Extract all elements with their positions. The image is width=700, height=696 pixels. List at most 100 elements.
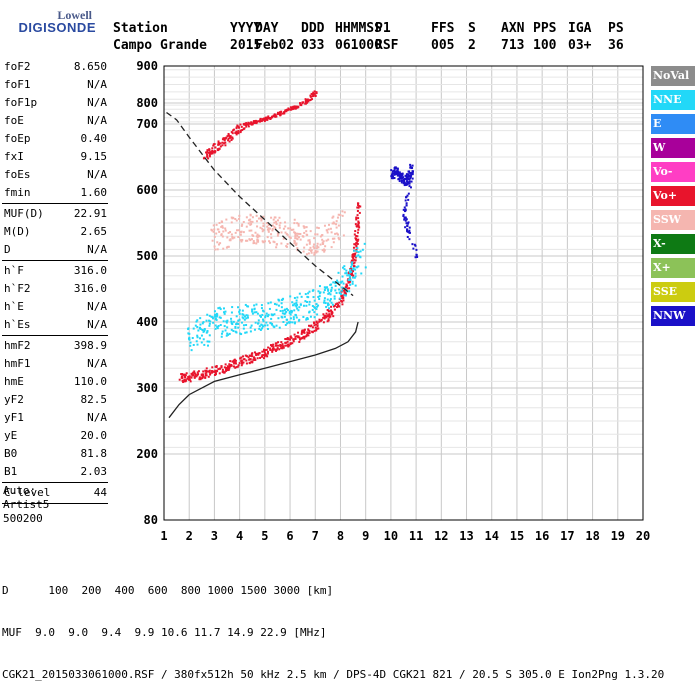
echo-point-nne	[246, 305, 249, 308]
echo-point-vo	[243, 127, 246, 130]
param-name: B1	[4, 465, 18, 478]
echo-point-vo	[356, 209, 359, 212]
echo-point-vo	[193, 370, 196, 373]
echo-point-nne	[270, 317, 273, 320]
echo-point-ssw	[293, 240, 296, 243]
echo-point-nnw	[402, 176, 405, 179]
echo-point-vo	[292, 340, 295, 343]
param-value: 81.8	[80, 447, 108, 460]
echo-point-nne	[226, 332, 229, 335]
echo-point-vo	[218, 367, 221, 370]
echo-point-vo	[274, 114, 277, 117]
echo-point-vo	[274, 342, 277, 345]
echo-point-nne	[354, 284, 357, 287]
echo-point-vo	[227, 368, 230, 371]
x-tick-label: 9	[362, 529, 369, 543]
echo-point-ssw	[309, 230, 312, 233]
echo-point-vo	[217, 148, 220, 151]
echo-point-nne	[237, 323, 240, 326]
echo-point-vo	[228, 140, 231, 143]
echo-point-ssw	[313, 253, 316, 256]
echo-point-ssw	[303, 246, 306, 249]
echo-point-ssw	[218, 230, 221, 233]
param-name: foEs	[4, 168, 31, 181]
echo-point-nne	[298, 306, 301, 309]
echo-point-vo	[221, 141, 224, 144]
echo-point-vo	[351, 256, 354, 259]
echo-point-vo	[205, 371, 208, 374]
param-name: h`Es	[4, 318, 31, 331]
echo-point-nne	[361, 248, 364, 251]
echo-point-nne	[324, 302, 327, 305]
echo-point-vo	[239, 129, 242, 132]
echo-point-vo	[281, 343, 284, 346]
echo-point-nne	[206, 344, 209, 347]
echo-point-nne	[292, 318, 295, 321]
echo-point-vo	[209, 373, 212, 376]
echo-point-ssw	[308, 239, 311, 242]
logo-line2: DIGISONDE	[18, 20, 96, 35]
echo-point-nne	[354, 275, 357, 278]
echo-point-nne	[245, 331, 248, 334]
echo-point-nne	[313, 306, 316, 309]
echo-point-ssw	[302, 250, 305, 253]
echo-point-vo	[349, 280, 352, 283]
echo-point-nnw	[404, 199, 407, 202]
echo-point-nne	[260, 327, 263, 330]
echo-point-ssw	[285, 245, 288, 248]
echo-point-ssw	[259, 226, 262, 229]
echo-point-ssw	[324, 245, 327, 248]
echo-point-ssw	[273, 241, 276, 244]
echo-point-nne	[208, 340, 211, 343]
echo-point-nnw	[402, 213, 405, 216]
digisonde-logo: Lowell DIGISONDE	[6, 8, 106, 38]
echo-point-nne	[220, 332, 223, 335]
echo-point-ssw	[337, 224, 340, 227]
echo-point-ssw	[242, 221, 245, 224]
echo-point-ssw	[303, 226, 306, 229]
echo-point-vo	[338, 301, 341, 304]
header-row1-cell: DAY	[255, 21, 279, 36]
echo-point-vo	[257, 120, 260, 123]
echo-point-nnw	[405, 204, 408, 207]
echo-point-vo	[276, 113, 279, 116]
echo-point-nne	[349, 283, 352, 286]
echo-point-vo	[214, 369, 217, 372]
echo-point-nne	[242, 327, 245, 330]
echo-point-vo	[323, 314, 326, 317]
echo-point-vo	[182, 380, 185, 383]
x-tick-label: 2	[186, 529, 193, 543]
echo-point-vo	[227, 139, 230, 142]
echo-point-vo	[309, 325, 312, 328]
echo-point-nnw	[405, 195, 408, 198]
echo-point-ssw	[260, 217, 263, 220]
echo-point-vo	[208, 152, 211, 155]
echo-point-vo	[211, 152, 214, 155]
echo-point-vo	[305, 99, 308, 102]
echo-point-vo	[242, 361, 245, 364]
echo-point-ssw	[269, 241, 272, 244]
echo-point-ssw	[282, 237, 285, 240]
echo-point-ssw	[321, 241, 324, 244]
legend-item: W	[651, 138, 695, 158]
echo-point-vo	[245, 125, 248, 128]
echo-point-vo	[226, 135, 229, 138]
param-name: C-level	[4, 486, 51, 499]
echo-point-vo	[330, 313, 333, 316]
echo-point-nne	[223, 311, 226, 314]
echo-point-nne	[260, 323, 263, 326]
echo-point-vo	[264, 352, 267, 355]
echo-point-vo	[276, 111, 279, 114]
echo-point-ssw	[306, 234, 309, 237]
echo-point-ssw	[249, 213, 252, 216]
echo-point-nne	[352, 267, 355, 270]
auto-version: 500200	[3, 512, 43, 525]
echo-point-ssw	[330, 231, 333, 234]
legend-item: Vo-	[651, 162, 695, 182]
echo-point-vo	[225, 369, 228, 372]
echo-point-nne	[257, 319, 260, 322]
echo-point-ssw	[265, 222, 268, 225]
echo-point-vo	[218, 372, 221, 375]
echo-point-nne	[230, 311, 233, 314]
echo-point-vo	[231, 137, 234, 140]
